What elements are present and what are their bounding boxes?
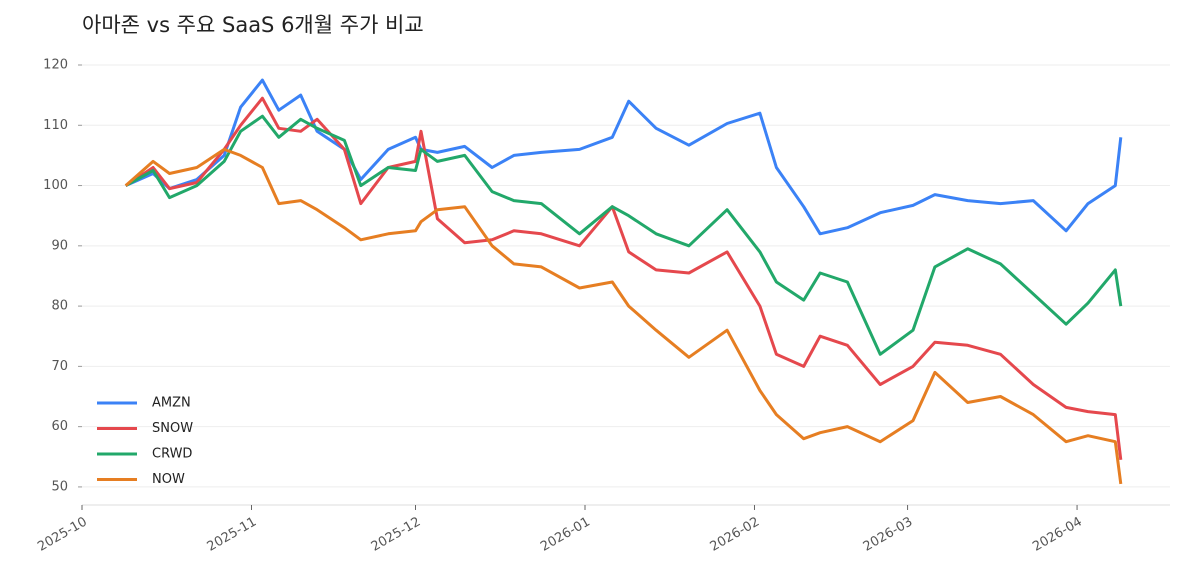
x-tick-label: 2026-01: [538, 515, 593, 555]
y-tick-label: 110: [43, 118, 68, 133]
y-tick-label: 80: [51, 299, 68, 314]
x-tick-label: 2026-02: [708, 515, 763, 555]
legend-label: AMZN: [152, 396, 191, 411]
y-tick-label: 90: [51, 238, 68, 253]
line-series: [124, 147, 1123, 485]
chart-title: 아마존 vs 주요 SaaS 6개월 주가 비교: [82, 13, 424, 37]
x-tick-label: 2025-12: [369, 515, 424, 555]
y-tick-label: 60: [51, 419, 68, 434]
y-tick-label: 100: [43, 178, 68, 193]
legend-label: NOW: [152, 472, 185, 487]
y-tick-label: 120: [43, 58, 68, 73]
line-series: [124, 96, 1123, 460]
x-tick-label: 2026-03: [861, 515, 916, 555]
legend-label: SNOW: [152, 421, 193, 436]
line-series: [124, 114, 1123, 356]
line-series: [125, 78, 1123, 236]
x-tick-label: 2025-11: [205, 515, 260, 555]
x-tick-label: 2025-10: [35, 515, 90, 555]
x-tick-label: 2026-04: [1030, 515, 1085, 555]
y-tick-label: 50: [51, 479, 68, 494]
legend-label: CRWD: [152, 447, 192, 462]
y-tick-label: 70: [51, 359, 68, 374]
